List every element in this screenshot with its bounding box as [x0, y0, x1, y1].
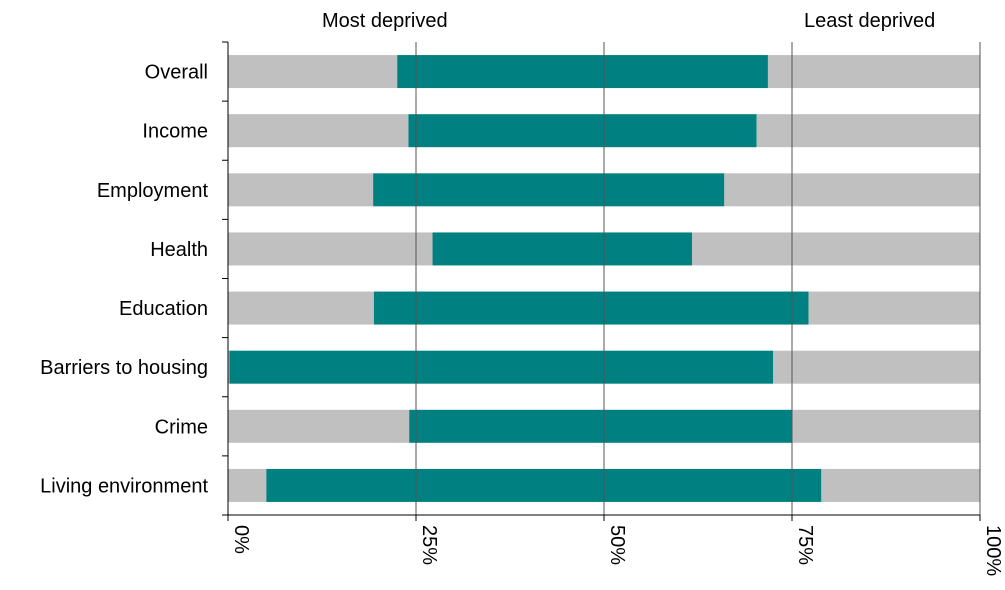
x-tick-label: 75% [794, 525, 816, 565]
x-tick-label: 0% [230, 525, 252, 554]
header-most-deprived: Most deprived [322, 10, 448, 32]
bar-segment [228, 409, 410, 443]
bar-segment [228, 232, 433, 266]
bar-segment [792, 409, 980, 443]
bar-segment [397, 55, 768, 89]
bar-segment [821, 468, 980, 502]
bar-segment [373, 291, 809, 325]
category-label: Income [142, 121, 208, 143]
category-label: Barriers to housing [40, 357, 208, 379]
bar-segment [228, 55, 398, 89]
bar-segment [228, 350, 230, 384]
bar-segment [266, 468, 822, 502]
header-least-deprived: Least deprived [804, 10, 936, 32]
bar-segment [373, 173, 725, 207]
bar-segment [408, 114, 757, 148]
bar-segment [228, 114, 409, 148]
x-tick-label: 25% [418, 525, 440, 565]
bar-segment [409, 409, 792, 443]
category-label: Living environment [40, 475, 208, 497]
bar-segment [432, 232, 692, 266]
bar-segment [756, 114, 980, 148]
bar-segment [767, 55, 980, 89]
bar-segment [228, 173, 374, 207]
bar-segment [691, 232, 980, 266]
bar-segment [808, 291, 980, 325]
category-label: Education [119, 298, 208, 320]
bar-segment [228, 291, 374, 325]
x-tick-label: 100% [982, 525, 1004, 576]
category-label: Health [150, 239, 208, 261]
bar-segment [724, 173, 980, 207]
category-label: Employment [97, 180, 209, 202]
bar-segment [773, 350, 980, 384]
bar-segment [228, 468, 267, 502]
bar-segment [229, 350, 774, 384]
category-label: Overall [145, 62, 208, 84]
category-label: Crime [155, 416, 208, 438]
x-tick-label: 50% [606, 525, 628, 565]
